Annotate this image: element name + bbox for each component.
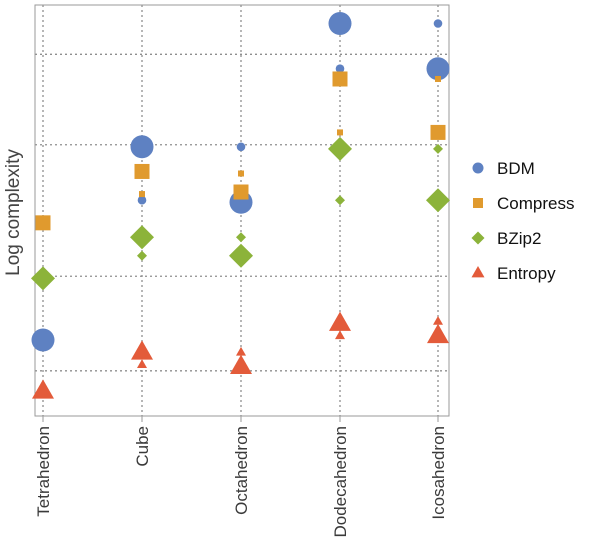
series-compress — [35, 71, 446, 231]
entropy-point — [236, 346, 246, 356]
bzip2-point — [433, 143, 443, 154]
bdm-point — [328, 11, 352, 35]
series-bzip2 — [31, 136, 450, 291]
entropy-point — [335, 330, 345, 340]
legend-label: BDM — [497, 159, 535, 178]
entropy-point — [137, 359, 147, 368]
entropy-point — [433, 316, 443, 325]
x-axis-ticks: Tetrahedron Cube Octahedron Dodecahedron Ico… — [34, 416, 448, 538]
legend-label: Entropy — [497, 264, 556, 283]
bdm-point — [137, 195, 147, 205]
plot-frame — [34, 4, 450, 417]
compress-point — [35, 215, 51, 231]
bzip2-point — [335, 195, 345, 206]
compress-point — [134, 163, 150, 179]
compress-point — [332, 71, 348, 87]
bdm-point — [426, 57, 450, 81]
legend-label: BZip2 — [497, 229, 541, 248]
entropy-point — [131, 340, 153, 360]
legend-item-bdm: BDM — [472, 159, 535, 178]
legend-item-bzip2: BZip2 — [471, 229, 541, 248]
legend-item-compress: Compress — [473, 194, 574, 213]
bzip2-point — [137, 250, 147, 261]
bzip2-point — [426, 188, 450, 213]
legend-item-entropy: Entropy — [471, 264, 556, 283]
compress-point — [238, 170, 244, 177]
bzip2-point — [236, 232, 246, 243]
y-axis-label: Log complexity — [3, 149, 24, 276]
bdm-point — [433, 19, 443, 28]
x-tick-label: Dodecahedron — [331, 426, 350, 538]
entropy-point — [329, 311, 351, 331]
legend-marker — [471, 231, 485, 245]
x-tick-label: Cube — [133, 426, 152, 467]
bzip2-point — [328, 136, 352, 161]
x-tick-label: Tetrahedron — [34, 426, 53, 517]
bzip2-point — [31, 266, 55, 291]
legend: BDM Compress BZip2 Entropy — [471, 159, 574, 283]
legend-label: Compress — [497, 194, 574, 213]
bdm-point — [31, 328, 55, 352]
bdm-point — [130, 135, 154, 159]
x-tick-label: Icosahedron — [429, 426, 448, 520]
bzip2-point — [130, 225, 154, 250]
data-markers — [31, 11, 450, 399]
legend-marker — [473, 198, 483, 208]
legend-marker — [471, 265, 485, 278]
compress-point — [435, 75, 441, 82]
bzip2-point — [229, 243, 253, 268]
compress-point — [233, 184, 249, 200]
series-entropy — [32, 311, 449, 399]
legend-marker — [472, 162, 484, 174]
bdm-point — [236, 142, 246, 152]
entropy-point — [230, 354, 252, 374]
compress-point — [430, 124, 446, 140]
compress-point — [139, 191, 145, 198]
bdm-point — [335, 64, 345, 74]
compress-point — [337, 129, 343, 136]
entropy-point — [427, 323, 449, 344]
entropy-point — [32, 379, 54, 399]
x-tick-label: Octahedron — [232, 426, 251, 515]
